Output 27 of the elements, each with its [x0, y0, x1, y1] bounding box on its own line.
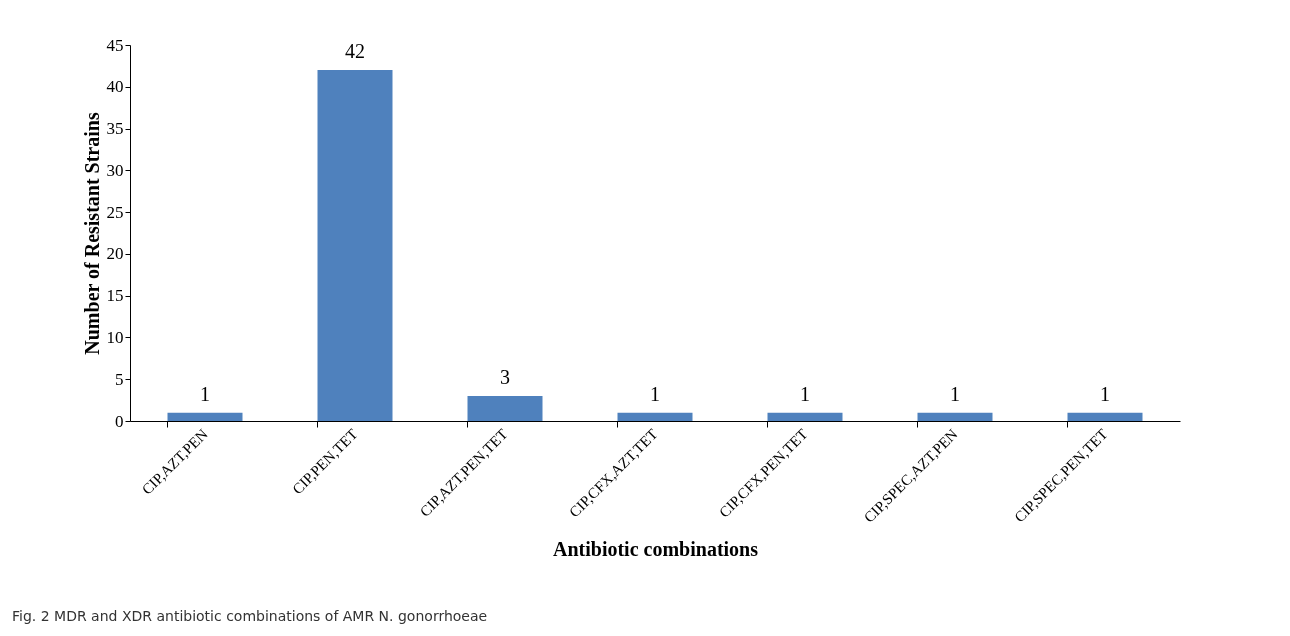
data-label: 1: [650, 382, 660, 405]
bar: [917, 412, 993, 421]
data-label: 1: [1100, 382, 1110, 405]
y-axis-title: Number of Resistant Strains: [80, 112, 103, 355]
data-label: 1: [200, 382, 210, 405]
bar: [467, 395, 543, 421]
y-tick-label: 15: [106, 286, 124, 306]
bar: [617, 412, 693, 421]
y-tick-label: 35: [106, 119, 124, 139]
bar: [167, 412, 243, 421]
bar: [1067, 412, 1143, 421]
data-label: 3: [500, 365, 510, 388]
caption: Fig. 2 MDR and XDR antibiotic combinations of AMR N. gonorrhoeae: [12, 608, 488, 624]
data-label: 1: [950, 382, 960, 405]
bar: [767, 412, 843, 421]
y-tick-label: 25: [106, 202, 124, 222]
x-axis-title: Antibiotic combinations: [552, 537, 759, 560]
y-tick-label: 30: [106, 160, 124, 180]
y-tick-label: 5: [115, 369, 124, 389]
bar: [317, 70, 393, 421]
data-label: 42: [345, 40, 365, 63]
data-label: 1: [800, 382, 810, 405]
y-tick-label: 20: [106, 244, 124, 264]
y-tick-label: 0: [115, 411, 124, 431]
y-tick-label: 10: [106, 327, 124, 347]
y-tick-label: 45: [106, 35, 124, 55]
y-tick-label: 40: [106, 77, 124, 97]
